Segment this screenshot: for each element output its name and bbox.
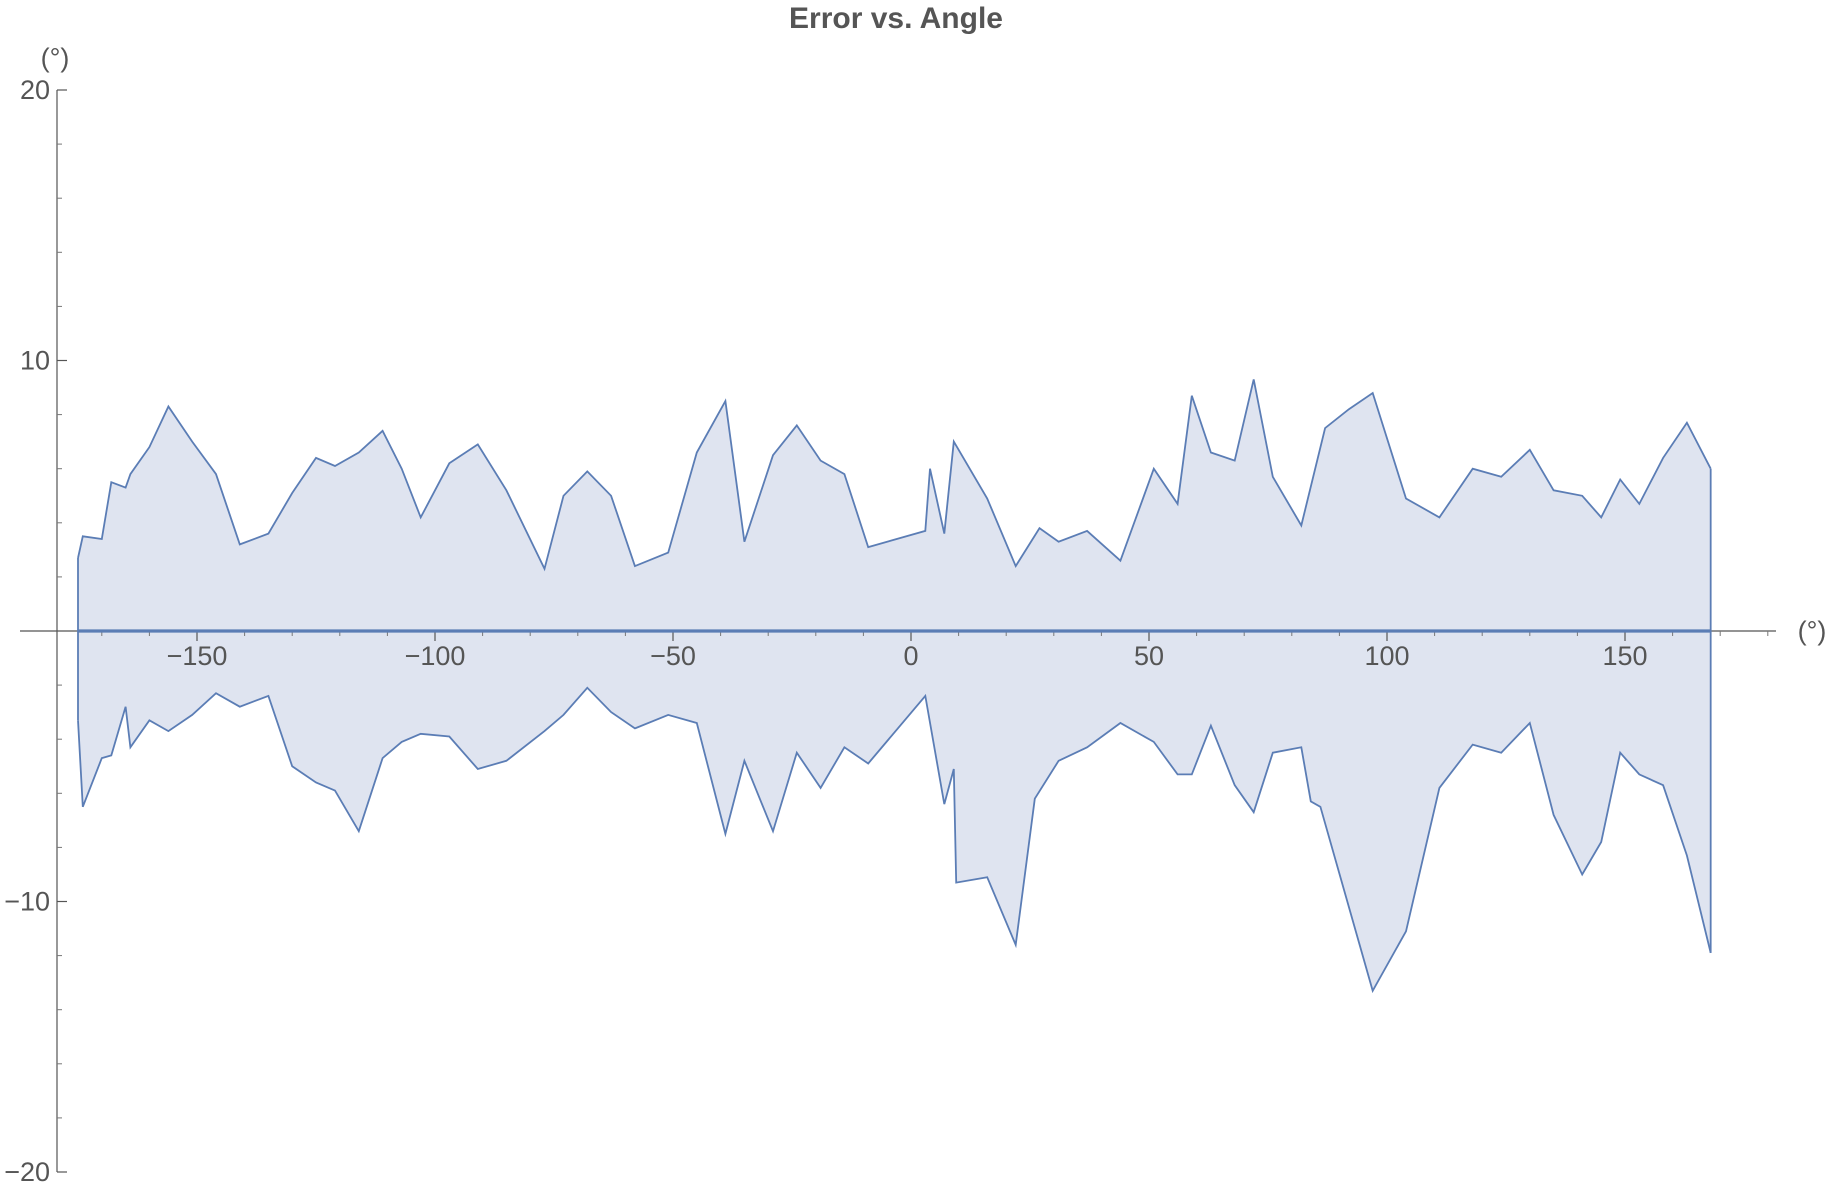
chart-title: Error vs. Angle	[789, 2, 1003, 35]
series-lines	[77, 379, 1712, 994]
x-tick-label: −100	[405, 641, 466, 671]
x-tick-label: 0	[903, 641, 918, 671]
x-tick-label: −150	[167, 641, 228, 671]
y-tick-label: 10	[20, 346, 50, 376]
y-tick-label: 20	[20, 75, 50, 105]
x-tick-label: 150	[1602, 641, 1647, 671]
y-tick-label: −20	[4, 1157, 50, 1187]
error-band-fill	[78, 379, 1711, 991]
x-axis-unit-label: (°)	[1798, 616, 1827, 646]
y-tick-label: −10	[4, 887, 50, 917]
lower-envelope-line	[77, 686, 1712, 994]
y-axis-unit-label: (°)	[41, 43, 70, 73]
x-tick-label: 50	[1134, 641, 1164, 671]
x-tick-label: −50	[650, 641, 696, 671]
error-band	[78, 379, 1711, 991]
x-tick-label: 100	[1364, 641, 1409, 671]
upper-envelope-line	[77, 379, 1712, 572]
